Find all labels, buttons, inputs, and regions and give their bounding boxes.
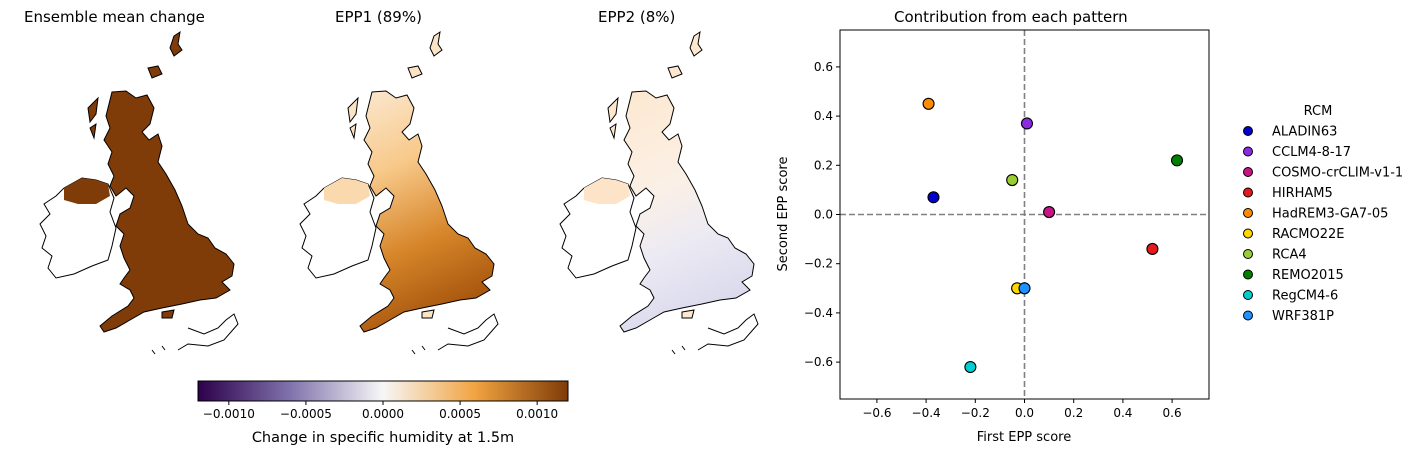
legend-marker (1243, 126, 1253, 136)
northern-ireland-fill (64, 178, 110, 204)
channel-islands (411, 345, 426, 355)
colorbar-tick-label: −0.0010 (203, 407, 255, 421)
coastline-france (177, 313, 239, 351)
island-outline (607, 96, 619, 124)
island-outline (87, 96, 99, 124)
great-britain-fill (619, 90, 755, 333)
legend-label: RCA4 (1272, 248, 1307, 263)
legend-marker (1243, 290, 1253, 300)
point-remo2015 (1170, 154, 1184, 167)
point-aladin63 (927, 191, 940, 204)
legend-label: CCLM4-8-17 (1272, 145, 1351, 160)
legend-marker (1243, 269, 1253, 280)
island-outline (689, 30, 703, 57)
island-outline (681, 309, 695, 319)
x-tick-label: −0.4 (912, 406, 941, 420)
map-title-3: EPP2 (8%) (598, 8, 676, 26)
legend-marker (1243, 146, 1253, 157)
northern-ireland-fill (584, 178, 630, 204)
legend-label: RegCM4-6 (1272, 289, 1338, 304)
legend-label: COSMO-crCLIM-v1-1 (1272, 166, 1403, 181)
island-outline (429, 30, 443, 57)
y-tick-label: 0.6 (814, 60, 833, 74)
x-tick-label: 0.2 (1064, 406, 1083, 420)
map-title-2: EPP1 (89%) (335, 8, 422, 26)
y-tick-label: −0.2 (804, 257, 833, 271)
legend-marker (1243, 208, 1253, 218)
legend-marker (1243, 249, 1253, 259)
island-outline (349, 122, 357, 140)
coastline-france (697, 313, 759, 351)
y-tick-label: −0.6 (804, 355, 833, 369)
channel-islands (151, 345, 166, 355)
legend-marker (1243, 167, 1253, 177)
x-tick-label: 0.6 (1163, 406, 1182, 420)
colorbar-tick-label: 0.0000 (362, 407, 404, 421)
x-tick-label: 0.0 (1015, 406, 1034, 420)
y-tick-label: −0.4 (804, 306, 833, 320)
colorbar-tick-label: 0.0010 (516, 407, 558, 421)
legend-label: REMO2015 (1272, 268, 1344, 283)
legend-label: RACMO22E (1272, 227, 1344, 242)
island-outline (147, 65, 163, 79)
colorbar-gradient (197, 380, 569, 402)
point-cclm4-8-17 (1020, 117, 1034, 130)
island-outline (407, 65, 423, 79)
colorbar-tick-label: 0.0005 (439, 407, 481, 421)
great-britain-fill (99, 90, 235, 333)
island-outline (609, 122, 617, 140)
map-epp2 (559, 30, 759, 355)
x-axis-label: First EPP score (977, 430, 1071, 445)
northern-ireland-fill (324, 178, 370, 204)
point-hirham5 (1146, 242, 1159, 255)
y-tick-label: 0.0 (814, 208, 833, 222)
island-outline (169, 30, 183, 57)
coastline-france (437, 313, 499, 351)
great-britain-fill (359, 90, 495, 333)
point-rca4 (1006, 174, 1019, 187)
legend: RCM ALADIN63 CCLM4-8-17 COSMO-crCLIM-v1-1 H… (1243, 104, 1403, 324)
colorbar: −0.0010 −0.0005 0.0000 0.0005 0.0010 Change … (197, 380, 569, 446)
scatter-plot: −0.6 −0.4 −0.2 0.0 0.2 0.4 0.6 −0.6 −0.4 −0.2 0.0 0… (776, 29, 1210, 445)
x-tick-label: −0.6 (862, 406, 891, 420)
point-regcm4-6 (964, 360, 977, 374)
legend-marker (1243, 310, 1253, 321)
y-tick-label: 0.4 (814, 109, 833, 123)
legend-label: ALADIN63 (1272, 125, 1337, 140)
island-outline (161, 309, 175, 319)
colorbar-tick-label: −0.0005 (280, 407, 332, 421)
chart-title: Contribution from each pattern (894, 8, 1128, 26)
legend-marker (1243, 187, 1253, 198)
point-hadrem3-ga7-05 (922, 97, 935, 110)
island-outline (347, 96, 359, 124)
point-wrf381p (1018, 282, 1031, 295)
legend-marker (1243, 228, 1253, 239)
map-ensemble-mean (39, 30, 239, 355)
legend-label: HadREM3-GA7-05 (1272, 207, 1388, 222)
island-outline (421, 309, 435, 319)
island-outline (667, 65, 683, 79)
map-epp1 (299, 30, 499, 355)
legend-label: HIRHAM5 (1272, 186, 1333, 201)
y-tick-label: 0.2 (814, 158, 833, 172)
y-axis-label: Second EPP score (776, 157, 791, 272)
channel-islands (671, 345, 686, 355)
point-cosmo-crclim-v1-1 (1043, 205, 1056, 219)
island-outline (89, 122, 97, 140)
map-title-1: Ensemble mean change (24, 8, 205, 26)
colorbar-label: Change in specific humidity at 1.5m (252, 430, 514, 446)
x-tick-label: −0.2 (961, 406, 990, 420)
legend-title: RCM (1304, 104, 1333, 119)
x-tick-label: 0.4 (1113, 406, 1132, 420)
legend-label: WRF381P (1272, 309, 1334, 324)
